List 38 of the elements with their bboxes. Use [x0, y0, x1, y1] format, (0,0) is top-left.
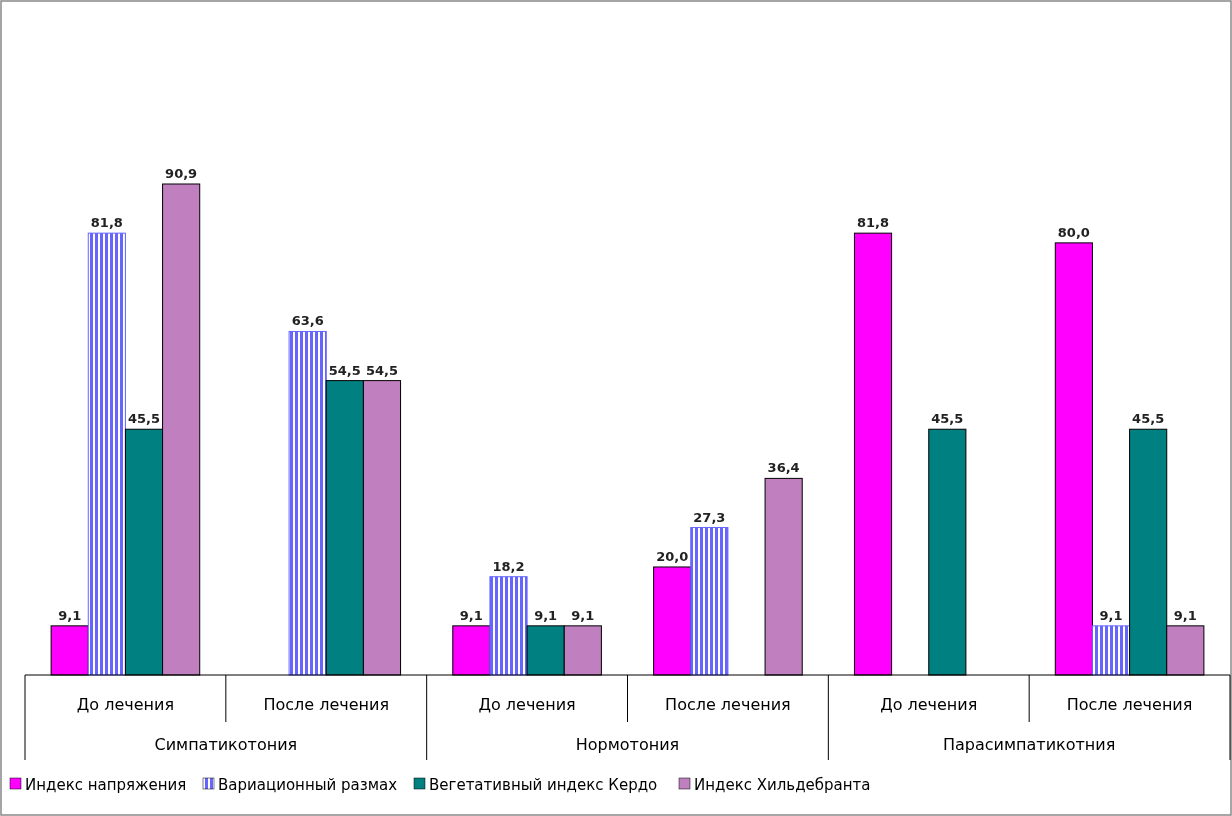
x-tick-label: После лечения	[665, 695, 791, 714]
data-label: 9,1	[1173, 607, 1197, 623]
data-label: 81,8	[90, 215, 123, 231]
bar	[288, 330, 327, 676]
bar	[690, 527, 729, 676]
data-label: 45,5	[931, 411, 964, 427]
legend-label: Вегетативный индекс Кердо	[429, 776, 658, 794]
bar	[489, 576, 528, 676]
data-label: 9,1	[571, 607, 595, 623]
data-label: 81,8	[856, 215, 890, 231]
data-label: 27,3	[693, 509, 726, 525]
x-tick-label: После лечения	[1066, 695, 1193, 714]
data-label: 80,0	[1057, 224, 1090, 240]
x-tick-label: После лечения	[263, 695, 390, 714]
legend-label: Вариационный размах	[218, 776, 398, 794]
x-tick-label: До лечения	[76, 695, 175, 714]
data-label: 9,1	[1099, 607, 1123, 623]
x-tick-label: До лечения	[880, 695, 978, 714]
data-label: 9,1	[534, 607, 558, 623]
data-label: 9,1	[58, 607, 82, 623]
data-label: 54,5	[365, 362, 399, 378]
legend-label: Индекс напряжения	[25, 776, 187, 794]
bar	[1091, 625, 1131, 676]
bar	[87, 232, 126, 676]
data-label: 63,6	[291, 313, 324, 329]
text: Нормотония	[575, 735, 680, 754]
data-label: 45,5	[1132, 411, 1165, 427]
data-label: 45,5	[127, 411, 161, 427]
data-label: 36,4	[767, 460, 800, 476]
data-label: 20,0	[656, 548, 689, 564]
text: Парасимпатикотния	[943, 735, 1116, 754]
data-label: 90,9	[165, 166, 198, 181]
data-label: 54,5	[328, 362, 361, 378]
text: Симпатикотония	[154, 735, 298, 754]
legend-label: Индекс Хильдебранта	[694, 776, 871, 794]
data-label: 9,1	[459, 607, 483, 623]
x-tick-label: До лечения	[478, 695, 576, 714]
data-label: 18,2	[492, 558, 525, 574]
